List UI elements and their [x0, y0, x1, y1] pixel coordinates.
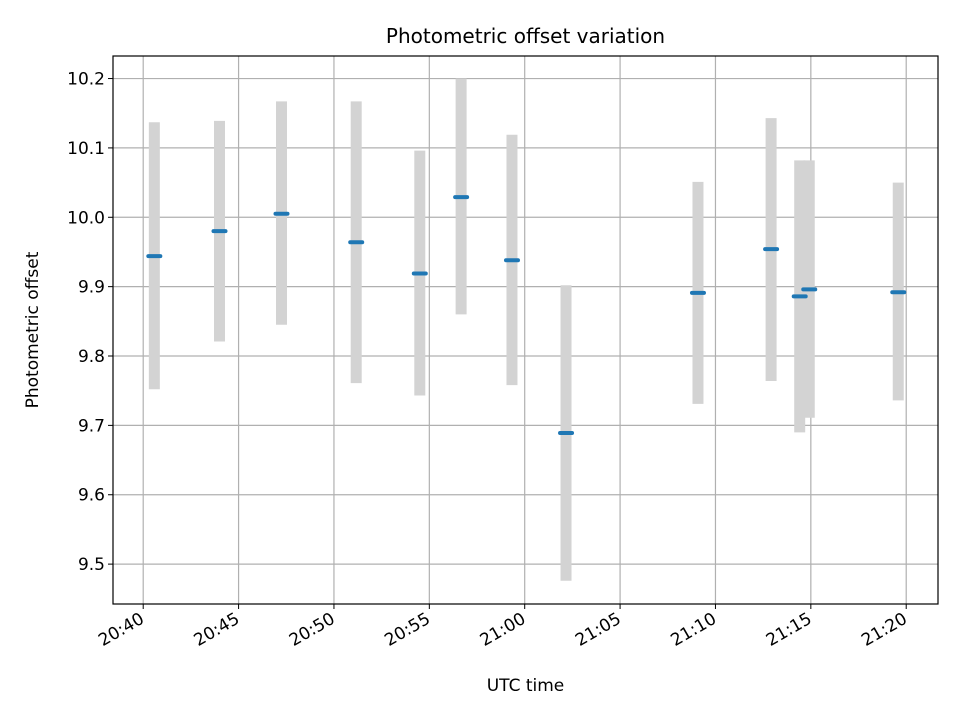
y-tick-label: 10.1: [67, 139, 105, 159]
y-tick-label: 9.9: [78, 278, 105, 298]
chart-title: Photometric offset variation: [386, 24, 665, 48]
y-tick-label: 9.7: [78, 416, 105, 436]
y-tick-label: 10.0: [67, 208, 105, 228]
data-points: [146, 195, 907, 436]
y-tick-label: 9.6: [78, 486, 105, 506]
plot-area-frame: [112, 55, 939, 605]
y-tick-label: 9.5: [78, 555, 105, 575]
y-axis-label: Photometric offset: [23, 251, 43, 408]
y-tick-label: 9.8: [78, 347, 105, 367]
y-axis: 9.5 9.6 9.7 9.8 9.9 10.0 10.1 10.2: [67, 70, 113, 575]
y-tick-label: 10.2: [67, 70, 105, 90]
x-axis-label: UTC time: [487, 676, 565, 696]
